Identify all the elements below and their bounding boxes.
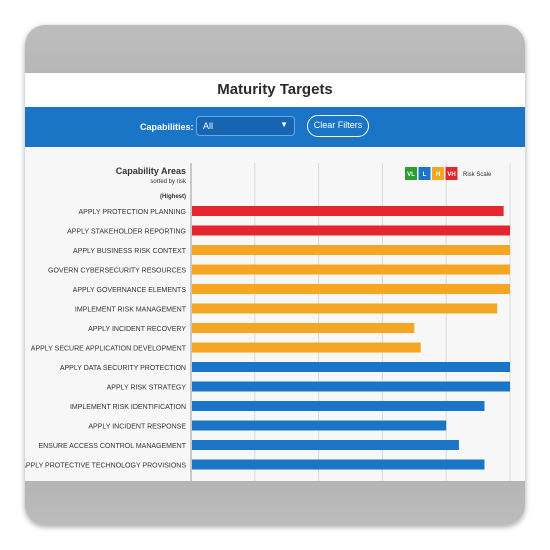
category-label: APPLY SECURE APPLICATION DEVELOPMENT — [31, 346, 187, 353]
category-label: APPLY DATA SECURITY PROTECTION — [60, 365, 186, 372]
sort-note: (Highest) — [160, 194, 186, 200]
risk-scale-swatch-label: VL — [407, 172, 415, 178]
capability-chart: Capability Areas sorted by risk (Highest) V… — [25, 163, 511, 481]
category-label: APPLY PROTECTIVE TECHNOLOGY PROVISIONS — [25, 463, 186, 470]
risk-scale-label: Risk Scale — [463, 172, 492, 178]
risk-scale-swatch — [418, 167, 431, 180]
bar — [192, 245, 510, 255]
category-label: IMPLEMENT RISK MANAGEMENT — [75, 307, 187, 314]
app-screen: Maturity Targets Capabilities: All ▼ Cle… — [25, 73, 525, 481]
chart-subtitle: sorted by risk — [150, 179, 187, 185]
risk-scale-swatch — [432, 167, 444, 180]
title-bar: Maturity Targets — [25, 73, 525, 108]
filter-bar: Capabilities: All ▼ Clear Filters — [25, 107, 525, 147]
chart-title: Capability Areas — [116, 166, 186, 176]
bar — [192, 381, 510, 392]
category-label: APPLY BUSINESS RISK CONTEXT — [73, 248, 187, 255]
bar — [192, 420, 447, 431]
bar — [192, 440, 459, 450]
bar — [192, 342, 421, 353]
category-label: APPLY GOVERNANCE ELEMENTS — [73, 287, 187, 294]
clear-filters-button[interactable]: Clear Filters — [307, 115, 369, 137]
category-label: APPLY STAKEHOLDER REPORTING — [67, 229, 186, 236]
bar — [192, 264, 510, 275]
category-label: GOVERN CYBERSECURITY RESOURCES — [48, 268, 186, 275]
risk-scale-swatch — [405, 167, 417, 180]
category-label: APPLY INCIDENT RECOVERY — [88, 326, 186, 333]
risk-scale-swatch-label: H — [436, 172, 440, 178]
category-label: APPLY INCIDENT RESPONSE — [88, 424, 186, 431]
bar — [192, 401, 485, 411]
capabilities-select[interactable]: All ▼ — [196, 116, 295, 136]
risk-scale-swatch-label: L — [423, 172, 427, 178]
capabilities-label: Capabilities: — [140, 122, 194, 132]
capabilities-selected-value: All — [203, 121, 214, 131]
bar — [192, 323, 415, 333]
bar — [192, 225, 510, 236]
category-label: APPLY PROTECTION PLANNING — [79, 209, 187, 216]
bar — [192, 206, 504, 216]
risk-scale-swatch — [445, 167, 458, 180]
category-label: ENSURE ACCESS CONTROL MANAGEMENT — [38, 443, 186, 450]
category-label: APPLY RISK STRATEGY — [107, 385, 187, 392]
bar — [192, 362, 510, 372]
category-label: IMPLEMENT RISK IDENTIFICATION — [70, 404, 186, 411]
bar — [192, 303, 498, 314]
bar — [192, 459, 485, 470]
page-title: Maturity Targets — [217, 81, 333, 98]
chevron-down-icon: ▼ — [280, 120, 288, 129]
bar — [192, 284, 510, 294]
risk-scale-swatch-label: VH — [447, 172, 455, 178]
